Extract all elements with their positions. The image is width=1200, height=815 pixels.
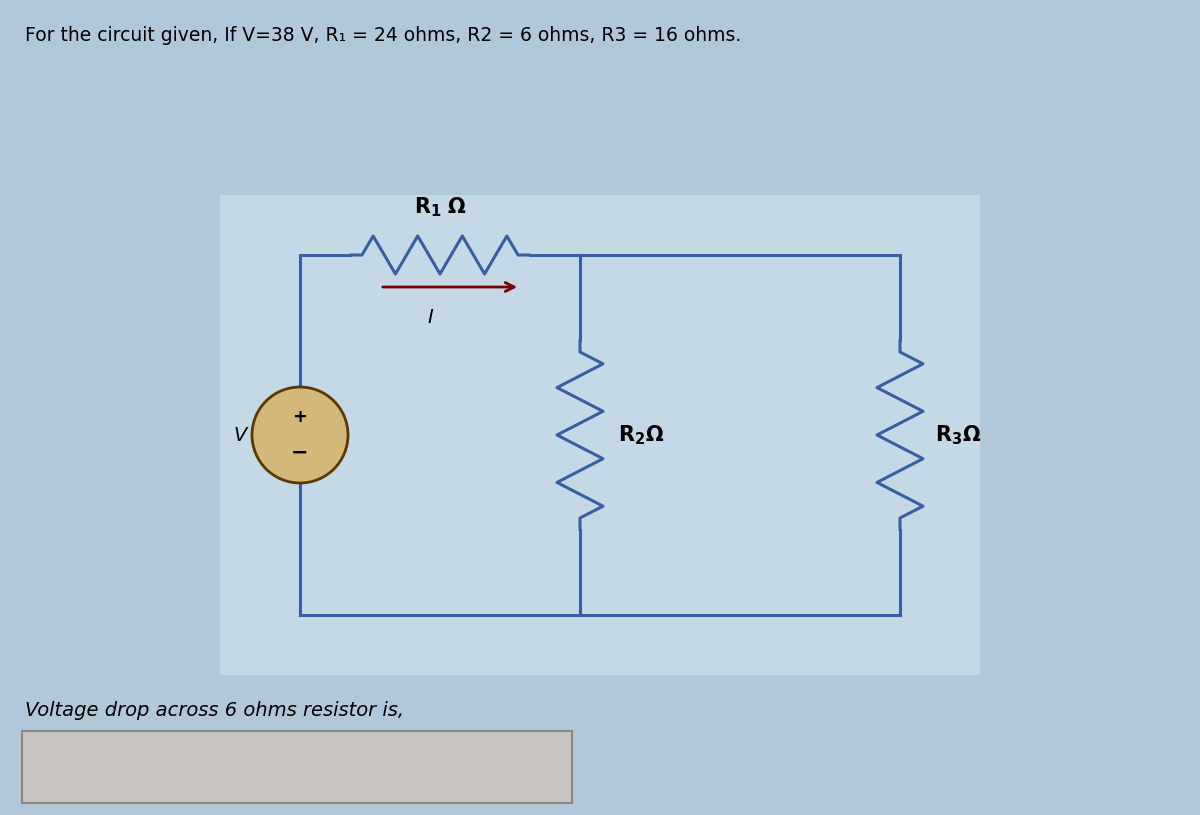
FancyBboxPatch shape <box>22 731 572 803</box>
Text: V: V <box>233 425 247 444</box>
Circle shape <box>252 387 348 483</box>
Text: Voltage drop across 6 ohms resistor is,: Voltage drop across 6 ohms resistor is, <box>25 701 404 720</box>
Text: +: + <box>293 408 307 426</box>
FancyBboxPatch shape <box>220 195 980 675</box>
Text: I: I <box>427 307 433 327</box>
Text: For the circuit given, If V=38 V, R₁ = 24 ohms, R2 = 6 ohms, R3 = 16 ohms.: For the circuit given, If V=38 V, R₁ = 2… <box>25 25 742 45</box>
Text: $\mathbf{R_2\Omega}$: $\mathbf{R_2\Omega}$ <box>618 423 664 447</box>
Text: $\mathbf{R_3\Omega}$: $\mathbf{R_3\Omega}$ <box>935 423 982 447</box>
Text: $\mathbf{R_1\ \Omega}$: $\mathbf{R_1\ \Omega}$ <box>414 196 467 218</box>
Text: −: − <box>292 443 308 463</box>
